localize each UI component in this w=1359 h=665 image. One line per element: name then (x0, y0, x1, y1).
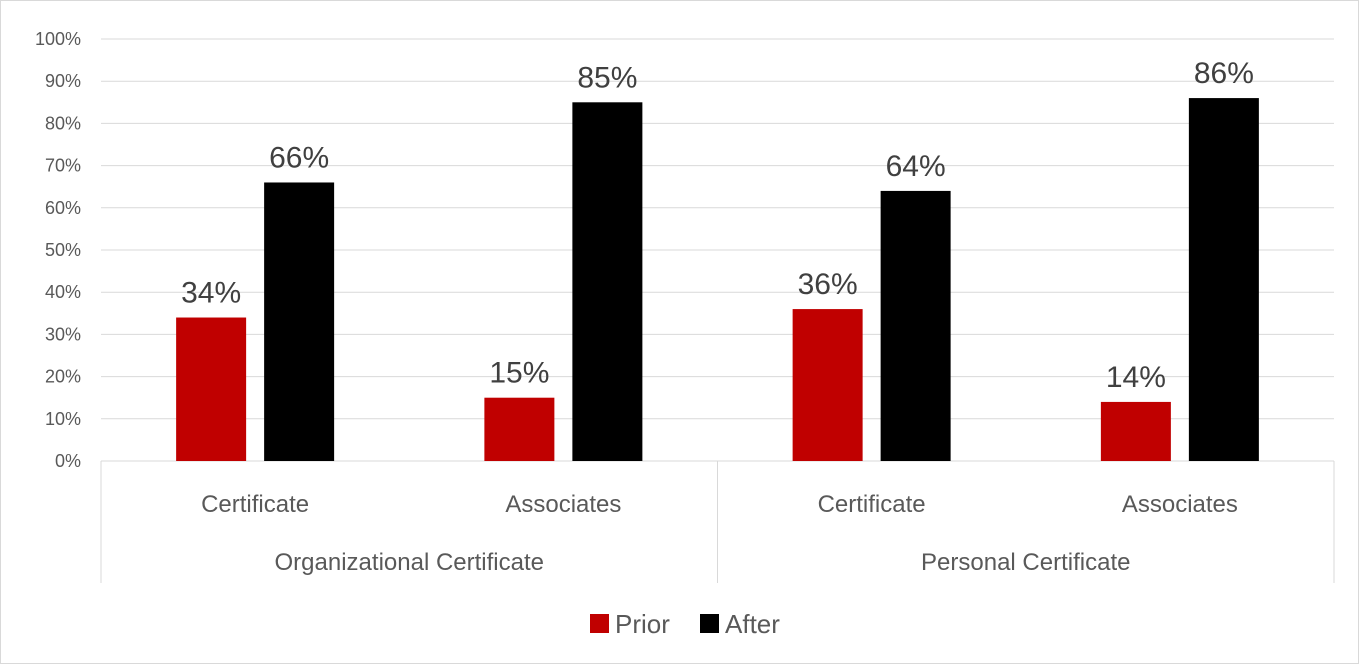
y-tick-label: 40% (45, 282, 81, 302)
y-tick-label: 70% (45, 156, 81, 176)
bar-prior-3 (1100, 401, 1171, 461)
x-category-label: Associates (505, 491, 621, 518)
legend-label-prior: Prior (615, 609, 670, 639)
y-tick-label: 0% (55, 451, 81, 471)
bar-prior-2 (792, 309, 863, 461)
y-tick-label: 100% (35, 29, 81, 49)
legend-swatch-prior (590, 614, 609, 633)
data-label-after-3: 86% (1194, 57, 1254, 90)
data-label-after-1: 85% (577, 61, 637, 94)
x-axis: Certificate Associates Certificate Associat… (100, 461, 1335, 583)
y-tick-label: 90% (45, 71, 81, 91)
legend-swatch-after (700, 614, 719, 633)
bar-after-3 (1188, 98, 1259, 461)
y-tick-label: 20% (45, 367, 81, 387)
bar-prior-0 (176, 317, 247, 461)
x-category-label: Certificate (818, 491, 926, 518)
data-label-prior-1: 15% (489, 357, 549, 390)
data-labels: 34% 66% 15% 85% 36% 64% 14% 86% (181, 57, 1254, 394)
y-tick-label: 10% (45, 409, 81, 429)
bar-after-2 (880, 190, 951, 462)
data-label-prior-3: 14% (1106, 361, 1166, 394)
data-label-prior-2: 36% (798, 268, 858, 301)
x-category-label: Certificate (201, 491, 309, 518)
y-tick-label: 60% (45, 198, 81, 218)
data-label-prior-0: 34% (181, 277, 241, 310)
bar-after-1 (572, 102, 643, 462)
legend: Prior After (590, 609, 780, 639)
x-category-label: Associates (1122, 491, 1238, 518)
bars (176, 98, 1259, 462)
bar-prior-1 (484, 397, 555, 461)
x-group-label: Organizational Certificate (275, 549, 544, 576)
data-label-after-2: 64% (886, 150, 946, 183)
y-tick-label: 30% (45, 324, 81, 344)
y-axis: 0% 10% 20% 30% 40% 50% 60% 70% 80% 90% 100% (35, 29, 81, 471)
legend-label-after: After (725, 609, 780, 639)
x-group-label: Personal Certificate (921, 549, 1130, 576)
y-tick-label: 50% (45, 240, 81, 260)
bar-after-0 (264, 182, 335, 462)
data-label-after-0: 66% (269, 141, 329, 174)
y-tick-label: 80% (45, 113, 81, 133)
